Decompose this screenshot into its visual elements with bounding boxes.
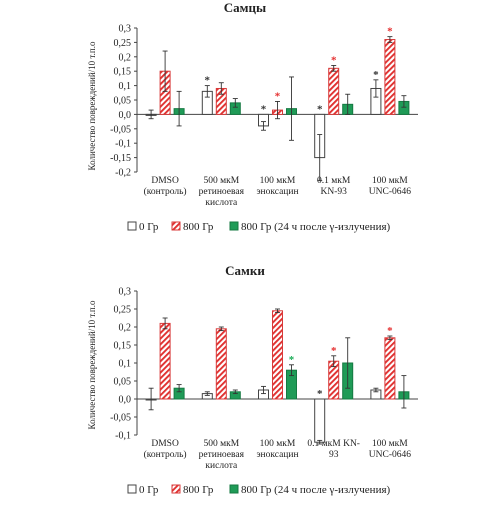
legend-swatch <box>127 484 137 494</box>
bar <box>328 67 340 115</box>
y-tick-label: -0,15 <box>110 153 131 164</box>
y-tick-label: -0,2 <box>115 168 131 179</box>
significance-star: * <box>387 26 393 38</box>
chart-title: Самцы <box>224 0 266 15</box>
category-label: 100 мкМ UNC-0646 <box>369 439 411 460</box>
legend-label: 800 Гр <box>183 221 214 233</box>
legend-swatch <box>229 221 239 231</box>
y-axis-label: Количество повреждений/10 т.п.о <box>87 300 97 429</box>
legend: 0 Гр 800 Гр 800 Гр (24 ч после γ-излучения… <box>127 484 391 496</box>
significance-star: * <box>387 325 393 337</box>
y-axis-label: Количество повреждений/10 т.п.о <box>87 41 97 170</box>
category-label: 100 мкМ UNC-0646 <box>369 176 411 197</box>
category-label: 500 мкМ ретиноевая кислота <box>199 176 245 208</box>
y-tick-label: -0,05 <box>110 124 131 135</box>
plot-area: 0,3 0,25 0,2 0,15 0,1 0,05 0,0 -0,05 -0,1 DMSO (ко… <box>110 287 418 471</box>
y-tick-label: 0,05 <box>114 377 132 388</box>
y-tick-label: 0,25 <box>114 38 132 49</box>
significance-star: * <box>275 90 281 102</box>
category-label: 500 мкМ ретиноевая кислота <box>199 439 245 471</box>
category-label: 0.1 мкМ KN-93 <box>307 439 360 460</box>
chart-title: Самки <box>225 263 265 278</box>
significance-star: * <box>331 345 337 357</box>
y-tick-label: 0,05 <box>114 96 132 107</box>
y-tick-label: 0,1 <box>119 81 132 92</box>
legend-label: 0 Гр <box>139 221 159 233</box>
significance-star: * <box>373 69 379 81</box>
y-tick-label: 0,15 <box>114 67 132 78</box>
significance-star: * <box>317 103 323 115</box>
category-label: 100 мкМ эноксацин <box>256 439 298 460</box>
bar <box>384 39 396 115</box>
significance-star: * <box>317 388 323 400</box>
plot-area: 0,3 0,25 0,2 0,15 0,1 0,05 0,0 -0,05 -0,1 -0,15 -0… <box>110 24 418 208</box>
y-tick-label: -0,1 <box>115 431 131 442</box>
y-tick-label: 0,3 <box>119 287 132 298</box>
category-label: 0.1 мкМ KN-93 <box>317 176 351 197</box>
chart-females: Самки Количество повреждений/10 т.п.о 0,… <box>87 263 418 471</box>
y-tick-label: 0,0 <box>119 395 132 406</box>
y-tick-label: -0,05 <box>110 413 131 424</box>
legend: 0 Гр 800 Гр 800 Гр (24 ч после γ-излучения… <box>127 221 391 233</box>
bar <box>272 310 283 400</box>
category-label: 100 мкМ эноксацин <box>256 176 298 197</box>
y-tick-label: 0,1 <box>119 359 132 370</box>
significance-star: * <box>205 75 211 87</box>
legend-swatch <box>127 221 137 231</box>
legend-swatch <box>171 221 181 231</box>
y-tick-label: 0,2 <box>119 52 132 63</box>
y-tick-label: -0,1 <box>115 139 131 150</box>
y-tick-label: 0,2 <box>119 323 132 334</box>
y-tick-label: 0,15 <box>114 341 132 352</box>
y-tick-label: 0,3 <box>119 24 132 35</box>
significance-star: * <box>289 354 295 366</box>
bar <box>215 328 227 400</box>
category-label: DMSO (контроль) <box>144 439 187 460</box>
legend-swatch <box>229 484 239 494</box>
bar <box>314 398 326 443</box>
y-tick-label: 0,25 <box>114 305 132 316</box>
legend-label: 0 Гр <box>139 484 159 496</box>
significance-star: * <box>261 103 267 115</box>
legend-swatch <box>171 484 181 494</box>
legend-label: 800 Гр (24 ч после γ-излучения) <box>241 484 391 496</box>
bar <box>159 322 171 400</box>
bar <box>384 337 396 400</box>
y-tick-label: 0,0 <box>119 110 132 121</box>
chart-males: Самцы Количество повреждений/10 т.п.о 0,… <box>87 0 418 208</box>
significance-star: * <box>331 54 337 66</box>
legend-label: 800 Гр (24 ч после γ-излучения) <box>241 221 391 233</box>
legend-label: 800 Гр <box>183 484 214 496</box>
category-label: DMSO (контроль) <box>144 176 187 197</box>
